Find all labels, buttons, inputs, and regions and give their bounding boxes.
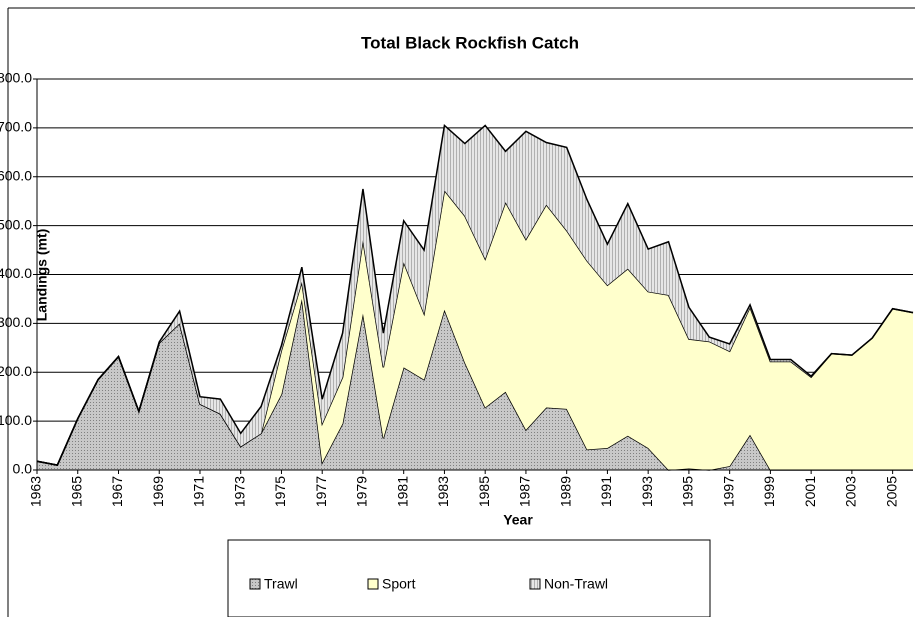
- y-tick-label: 300.0: [0, 314, 32, 330]
- x-tick-label: 1989: [557, 476, 573, 507]
- y-tick-label: 400.0: [0, 265, 32, 281]
- y-tick-label: 200.0: [0, 363, 32, 379]
- area-edge: [36, 123, 914, 466]
- x-tick-label: 1977: [313, 476, 329, 507]
- x-tick-label: 2001: [802, 476, 818, 507]
- x-tick-label: 1993: [639, 476, 655, 507]
- x-tick-label: 1995: [680, 476, 696, 507]
- y-tick-label: 0.0: [13, 461, 33, 477]
- area-hatch: [37, 125, 913, 466]
- x-tick-label: 1983: [435, 476, 451, 507]
- chart-title: Total Black Rockfish Catch: [361, 33, 579, 52]
- x-tick-label: 1987: [517, 476, 533, 507]
- y-tick-label: 800.0: [0, 70, 32, 86]
- x-tick-label: 1991: [598, 476, 614, 507]
- y-tick-label: 600.0: [0, 167, 32, 183]
- x-tick-label: 1973: [231, 476, 247, 507]
- legend-swatch-hatch: [249, 578, 261, 590]
- area: [37, 190, 913, 470]
- x-tick-label: 1975: [272, 476, 288, 507]
- y-tick-label: 500.0: [0, 216, 32, 232]
- x-tick-label: 1997: [720, 476, 736, 507]
- y-tick-label: 100.0: [0, 412, 32, 428]
- x-tick-label: 1963: [28, 476, 44, 507]
- x-tick-label: 1969: [150, 476, 166, 507]
- x-tick-label: 1979: [354, 476, 370, 507]
- x-tick-label: 1967: [109, 476, 125, 507]
- legend-label: Non-Trawl: [544, 576, 608, 592]
- legend-swatch-hatch: [529, 578, 541, 590]
- x-tick-label: 2005: [883, 476, 899, 507]
- x-tick-label: 1985: [476, 476, 492, 507]
- y-tick-label: 700.0: [0, 119, 32, 135]
- x-tick-label: 1981: [394, 476, 410, 507]
- x-axis-title: Year: [503, 512, 533, 528]
- legend-label: Sport: [382, 576, 416, 592]
- legend-label: Trawl: [264, 576, 298, 592]
- x-tick-label: 1965: [68, 476, 84, 507]
- x-tick-label: 1971: [191, 476, 207, 507]
- legend-swatch: [367, 578, 379, 590]
- x-tick-label: 2003: [843, 476, 859, 507]
- legend-box: [227, 539, 711, 617]
- x-tick-label: 1999: [761, 476, 777, 507]
- area-hatch: [37, 298, 913, 470]
